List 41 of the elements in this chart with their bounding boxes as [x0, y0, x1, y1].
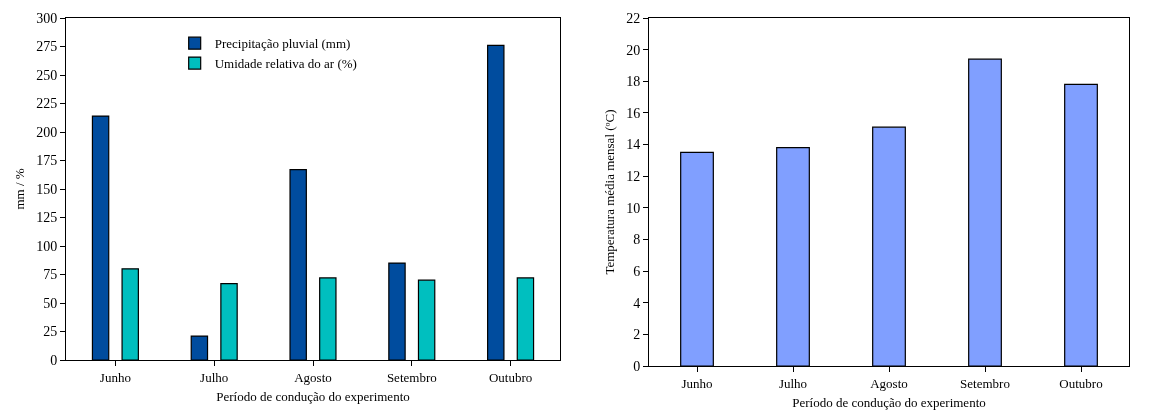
x-tick-label: Junho — [99, 369, 131, 385]
y-tick-label: 75 — [43, 267, 58, 283]
x-tick-label: Agosto — [870, 375, 908, 391]
y-tick-label: 10 — [626, 200, 641, 216]
y-tick-label: 125 — [36, 210, 58, 226]
y-tick-label: 25 — [43, 324, 58, 340]
y-tick-label: 22 — [626, 10, 641, 26]
y-tick-label: 275 — [36, 39, 58, 55]
x-tick-label: Setembro — [386, 369, 437, 385]
x-tick-label: Julho — [200, 369, 229, 385]
legend-label: Precipitação pluvial (mm) — [214, 36, 351, 52]
y-tick-label: 20 — [626, 42, 641, 58]
x-tick-label: Outubro — [488, 369, 533, 385]
y-tick-label: 250 — [36, 67, 58, 83]
y-tick-label: 50 — [43, 295, 58, 311]
y-tick-label: 100 — [36, 238, 58, 254]
y-tick-label: 150 — [36, 181, 58, 197]
x-axis-title: Período de condução do experimento — [216, 389, 410, 405]
y-tick-label: 18 — [626, 74, 641, 90]
y-axis-title: mm / % — [12, 168, 28, 210]
y-tick-label: 175 — [36, 153, 58, 169]
y-tick-label: 225 — [36, 96, 58, 112]
x-tick-label: Junho — [681, 375, 713, 391]
y-tick-label: 14 — [626, 137, 641, 153]
y-tick-label: 0 — [50, 352, 58, 368]
y-tick-label: 2 — [633, 327, 641, 343]
y-tick-label: 300 — [36, 10, 58, 26]
legend-label: Umidade relativa do ar (%) — [214, 56, 357, 72]
y-tick-label: 16 — [626, 105, 641, 121]
y-tick-label: 4 — [633, 295, 641, 311]
x-tick-label: Setembro — [960, 375, 1010, 391]
y-tick-label: 6 — [633, 263, 641, 279]
y-tick-label: 8 — [633, 232, 641, 248]
x-tick-label: Agosto — [294, 369, 332, 385]
y-tick-label: 200 — [36, 124, 58, 140]
x-tick-label: Outubro — [1059, 375, 1103, 391]
y-axis-title: Temperatura média mensal (ºC) — [602, 109, 618, 275]
y-tick-label: 12 — [626, 169, 641, 185]
y-tick-label: 0 — [633, 358, 641, 374]
x-tick-label: Julho — [778, 375, 808, 391]
x-axis-title: Período de condução do experimento — [792, 395, 986, 411]
